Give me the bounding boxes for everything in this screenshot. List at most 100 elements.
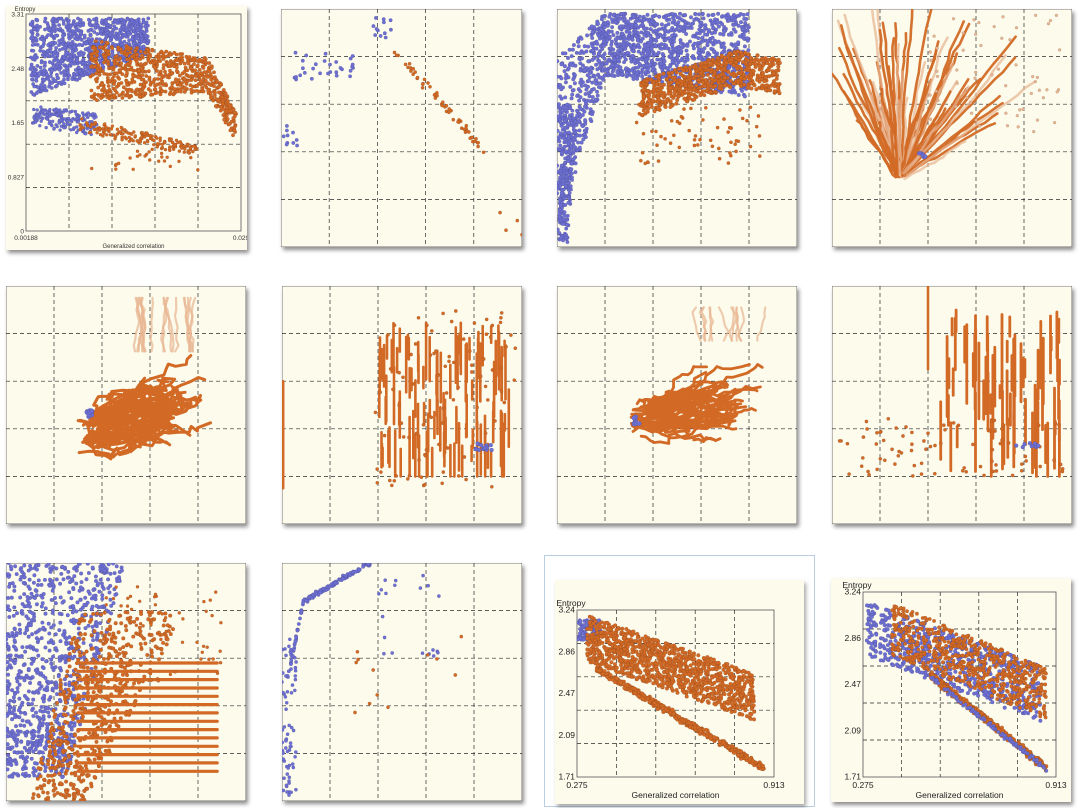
data-point	[212, 90, 217, 95]
data-point	[188, 83, 193, 88]
data-point	[92, 96, 97, 101]
data-point	[992, 24, 996, 29]
data-point	[196, 168, 200, 172]
data-point	[599, 17, 604, 22]
data-point	[631, 49, 636, 54]
data-point	[59, 113, 63, 117]
data-point	[692, 137, 697, 142]
data-point	[979, 43, 983, 48]
data-point	[689, 106, 693, 111]
data-point	[583, 118, 588, 123]
data-point	[189, 78, 194, 83]
data-point	[109, 127, 114, 131]
data-point	[734, 149, 738, 154]
data-point	[660, 79, 665, 85]
data-point	[729, 126, 734, 130]
data-point	[472, 321, 477, 325]
data-point	[224, 113, 229, 118]
data-point	[692, 17, 697, 22]
data-point	[558, 109, 563, 114]
data-point	[173, 143, 177, 148]
data-point	[76, 16, 80, 21]
data-point	[78, 30, 83, 35]
data-point	[75, 77, 80, 82]
data-point	[936, 98, 940, 103]
data-point	[74, 130, 79, 135]
data-point	[513, 346, 518, 351]
data-point	[1045, 88, 1049, 92]
data-point	[569, 167, 574, 172]
data-point	[94, 71, 99, 76]
data-point	[50, 119, 55, 124]
data-point	[57, 47, 62, 52]
data-point	[51, 51, 56, 56]
data-point	[429, 415, 434, 420]
data-point	[121, 25, 126, 29]
data-point	[32, 27, 37, 31]
data-point	[115, 127, 120, 132]
data-point	[977, 20, 981, 25]
data-point	[643, 105, 648, 110]
data-point	[66, 32, 71, 37]
data-point	[161, 51, 166, 56]
data-point	[192, 144, 196, 148]
data-point	[129, 54, 134, 59]
data-point	[610, 53, 615, 58]
data-point	[558, 175, 563, 180]
data-point	[207, 68, 212, 73]
data-point	[64, 65, 69, 70]
data-point	[80, 111, 85, 115]
data-point	[559, 150, 564, 155]
data-point	[734, 138, 739, 143]
data-point	[105, 41, 110, 46]
data-point	[678, 40, 683, 45]
data-point	[649, 104, 654, 109]
data-point	[328, 62, 332, 67]
data-point	[668, 64, 673, 69]
data-point	[717, 156, 722, 161]
data-point	[180, 55, 184, 60]
data-point	[752, 58, 757, 64]
data-point	[647, 92, 652, 98]
data-point	[300, 66, 305, 71]
data-point	[112, 82, 117, 86]
data-point	[965, 87, 969, 91]
data-point	[164, 49, 169, 54]
data-point	[577, 145, 582, 150]
data-point	[60, 79, 65, 84]
y-tick-label: 1.65	[11, 120, 24, 127]
data-point	[996, 67, 1001, 71]
data-point	[103, 43, 108, 48]
data-point	[117, 31, 122, 36]
data-point	[602, 56, 607, 61]
orange-cloud	[88, 39, 239, 138]
data-point	[449, 319, 454, 324]
data-point	[725, 12, 730, 17]
data-point	[79, 124, 83, 129]
data-point	[557, 215, 562, 220]
data-point	[709, 61, 714, 66]
data-point	[572, 130, 577, 135]
data-point	[120, 138, 124, 142]
data-point	[109, 66, 114, 70]
data-point	[118, 68, 122, 73]
data-point	[201, 74, 206, 79]
orange-trajectories	[832, 9, 1035, 181]
data-point	[577, 56, 582, 61]
data-point	[569, 187, 573, 192]
data-point	[670, 12, 675, 17]
data-point	[700, 80, 706, 85]
data-point	[195, 88, 199, 93]
data-point	[563, 137, 568, 142]
data-point	[453, 309, 458, 313]
data-point	[436, 442, 441, 447]
data-point	[609, 42, 614, 47]
data-point	[30, 43, 35, 47]
data-point	[428, 84, 432, 89]
data-point	[630, 37, 635, 42]
data-point	[30, 77, 34, 82]
data-point	[185, 68, 190, 73]
data-point	[557, 180, 561, 185]
data-point	[755, 53, 760, 58]
chart-7	[557, 286, 797, 524]
